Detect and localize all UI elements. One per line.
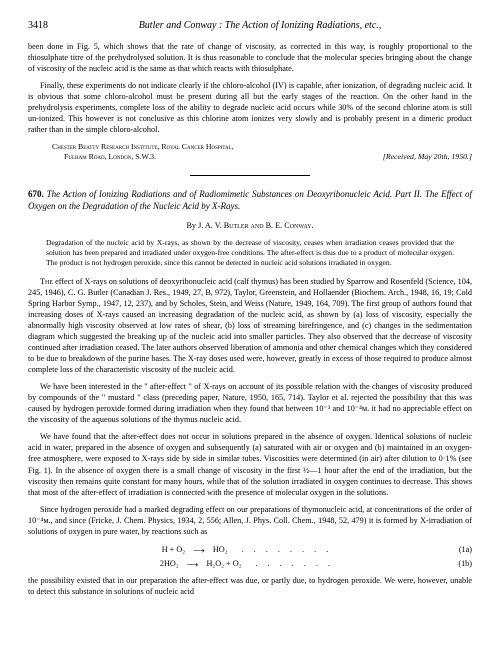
eq2-label: (1b) [458,559,472,568]
closing-para: the possibility existed that in our prep… [28,575,472,597]
eq1-right: HO₂ [213,545,228,554]
page-number: 3418 [28,20,48,31]
eq2-right: H₂O₂ + O₂ [206,559,241,568]
article-number: 670. [28,189,44,199]
arrow-icon: ⟶ [187,559,199,569]
running-header: 3418 Butler and Conway : The Action of I… [28,20,472,31]
running-title: Butler and Conway : The Action of Ionizi… [48,20,472,31]
arrow-icon: ⟶ [193,545,205,555]
eq2-left: 2HO₂ [160,559,179,568]
leading-word: The [40,277,53,286]
upper-para-1: been done in Fig. 5, which shows that th… [28,41,472,74]
eq2-dots: . . . . . . . [255,559,334,568]
page-container: 3418 Butler and Conway : The Action of I… [0,0,500,623]
eq2-content: 2HO₂ ⟶ H₂O₂ + O₂ . . . . . . . [160,559,340,569]
section-divider [190,175,310,176]
article-title-text: The Action of Ionizing Radiations and of… [28,189,472,212]
eq1-label: (1a) [459,545,472,554]
article-title-block: 670. The Action of Ionizing Radiations a… [28,188,472,213]
institution-line-1: Chester Beatty Research Institute, Royal… [52,142,234,151]
institution-line-2: Fulham Road, London, S.W.3. [64,152,156,161]
main-para-2: We have been interested in the " after-e… [28,381,472,425]
main-para-1: The effect of X-rays on solutions of deo… [28,276,472,376]
equation-2: 2HO₂ ⟶ H₂O₂ + O₂ . . . . . . . (1b) [28,557,472,571]
main-para-4: Since hydrogen peroxide had a marked deg… [28,504,472,537]
authors-line: By J. A. V. Butler and B. E. Conway. [28,221,472,230]
author-names: J. A. V. Butler and B. E. Conway. [198,221,313,230]
main-para-3: We have found that the after-effect does… [28,431,472,497]
main-para-1-text: effect of X-rays on solutions of deoxyri… [28,277,472,375]
eq1-content: H + O₂ ⟶ HO₂ . . . . . . . . [162,545,339,555]
eq1-dots: . . . . . . . . [242,545,333,554]
by-label: By [186,221,196,230]
equations-block: H + O₂ ⟶ HO₂ . . . . . . . . (1a) 2HO₂ ⟶… [28,543,472,571]
upper-para-2: Finally, these experiments do not indica… [28,80,472,135]
eq1-left: H + O₂ [162,545,185,554]
abstract-text: Degradation of the nucleic acid by X-ray… [46,238,454,268]
equation-1: H + O₂ ⟶ HO₂ . . . . . . . . (1a) [28,543,472,557]
